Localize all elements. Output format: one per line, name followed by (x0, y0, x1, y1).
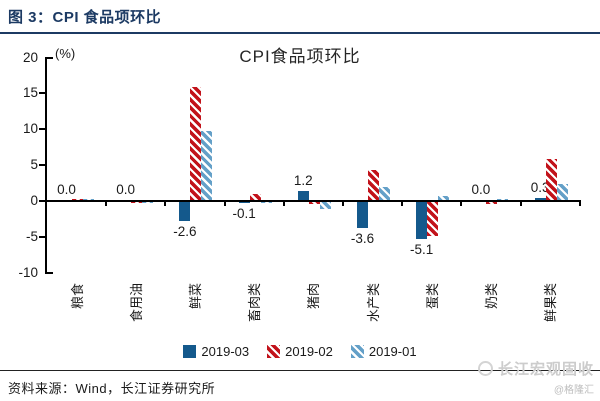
bar-2019-03-鲜果类 (534, 197, 546, 200)
y-axis-tick-label: 10 (22, 121, 38, 137)
chart-legend: 2019-03 2019-02 2019-01 (0, 342, 600, 360)
y-axis-top-cap (47, 57, 53, 59)
legend-item: 2019-01 (350, 343, 417, 359)
bar-2019-03-蛋类 (416, 202, 428, 239)
figure-title: 图 3：CPI 食品项环比 (8, 9, 162, 26)
y-axis-tick-label: -10 (18, 264, 38, 280)
x-axis-tick (342, 202, 344, 206)
bar-2019-03-水产类 (357, 202, 368, 228)
x-axis-tick (460, 202, 463, 206)
header-divider (0, 32, 600, 34)
y-axis-tick (39, 200, 45, 202)
legend-label: 2019-01 (368, 343, 417, 359)
bar-2019-01-鲜果类 (556, 183, 568, 200)
watermark-brand: 长江宏观固收 (497, 361, 594, 378)
brand-logo-icon (477, 361, 493, 376)
bar-value-label: 0.3 (530, 179, 550, 195)
bar-2019-02-粮食 (72, 198, 83, 200)
bar-2019-02-畜肉类 (249, 193, 261, 200)
bar-2019-01-水产类 (379, 187, 390, 200)
legend-label: 2019-03 (201, 343, 250, 359)
y-axis-tick (39, 164, 45, 167)
bar-2019-01-畜肉类 (260, 202, 272, 204)
x-axis-tick (164, 202, 167, 206)
watermark: 长江宏观固收 @格隆汇 (434, 358, 594, 396)
bar-2019-02-蛋类 (427, 202, 439, 237)
bar-value-label: 0.0 (57, 182, 76, 197)
bar-2019-01-食用油 (142, 202, 154, 204)
y-axis-line (45, 57, 47, 274)
y-axis-tick (39, 128, 45, 131)
y-axis-tick-label: 15 (22, 85, 38, 101)
legend-label: 2019-02 (285, 343, 333, 359)
bar-value-label: 0.0 (471, 182, 491, 197)
y-axis-tick (39, 235, 45, 238)
bar-2019-01-蛋类 (438, 196, 450, 200)
bar-value-label: 0.0 (116, 182, 136, 197)
legend-item: 2019-03 (183, 344, 249, 359)
bar-2019-03-畜肉类 (238, 202, 250, 204)
y-axis-tick-label: -5 (25, 228, 38, 244)
x-axis-tick (282, 202, 285, 206)
bar-value-label: 1.2 (293, 173, 313, 189)
bar-2019-03-鲜菜 (179, 202, 191, 221)
source-note: 资料来源：Wind，长江证券研究所 (8, 381, 216, 396)
bar-2019-02-鲜菜 (190, 86, 202, 200)
bar-value-label: -2.6 (173, 223, 197, 239)
legend-swatch-icon (267, 344, 281, 358)
bar-2019-01-奶类 (497, 198, 509, 200)
chart-title: CPI食品项环比 (239, 47, 361, 66)
x-axis-tick (401, 202, 404, 206)
legend-item: 2019-02 (267, 344, 333, 359)
bar-2019-01-鲜菜 (201, 131, 213, 200)
bar-2019-02-猪肉 (308, 202, 320, 205)
bar-value-label: -0.1 (232, 205, 256, 221)
x-axis-tick (519, 202, 522, 206)
bar-2019-02-奶类 (486, 202, 498, 205)
y-axis-tick-label: 0 (30, 193, 38, 208)
y-axis-bottom-cap (47, 272, 53, 274)
x-axis-tick (578, 202, 581, 206)
bar-2019-02-食用油 (131, 202, 143, 204)
footer-divider (0, 370, 600, 371)
legend-swatch-icon (183, 344, 197, 358)
x-axis-tick (223, 202, 226, 206)
y-axis-tick-label: 5 (30, 157, 38, 173)
y-axis-tick (39, 92, 45, 95)
bar-2019-01-猪肉 (319, 202, 331, 210)
bar-value-label: -5.1 (410, 241, 434, 257)
y-axis-unit-label: (%) (55, 46, 76, 61)
bar-2019-01-粮食 (83, 198, 94, 200)
bar-value-label: -3.6 (350, 230, 375, 246)
y-axis-tick-label: 20 (22, 49, 38, 65)
bar-2019-03-猪肉 (297, 191, 309, 200)
bar-2019-02-鲜果类 (545, 159, 557, 200)
bar-2019-02-水产类 (368, 169, 379, 200)
legend-swatch-icon (350, 344, 364, 358)
watermark-handle: @格隆汇 (553, 385, 594, 396)
x-axis-tick (105, 202, 108, 206)
x-axis-line (45, 200, 581, 202)
